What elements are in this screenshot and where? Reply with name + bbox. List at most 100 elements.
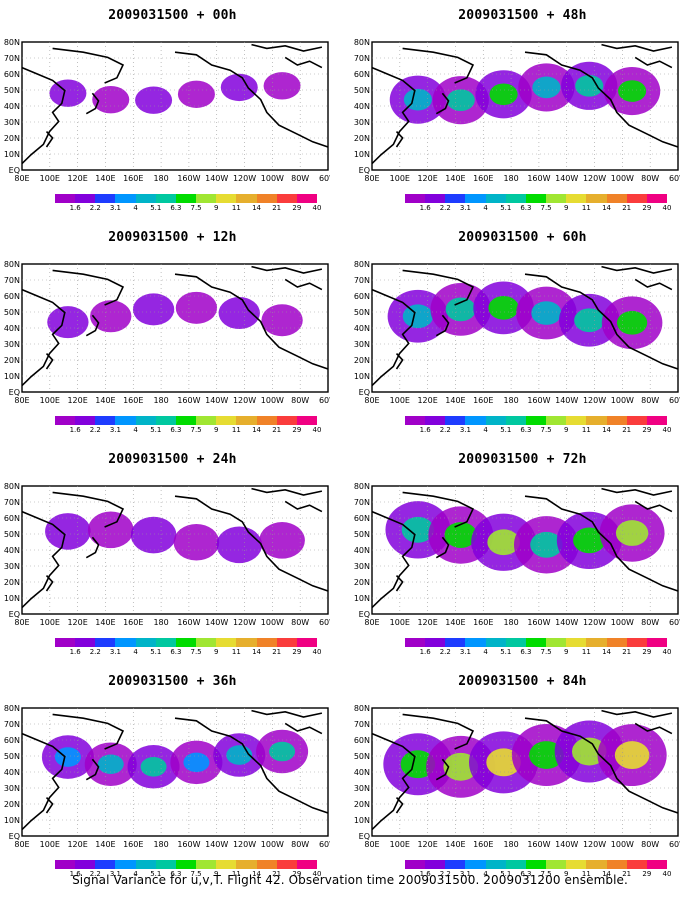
colorbar-label: 3.1 bbox=[459, 204, 472, 212]
lon-label: 160E bbox=[473, 174, 493, 183]
colorbar-label: 4 bbox=[133, 204, 138, 212]
variance-core bbox=[269, 741, 296, 762]
variance-core bbox=[614, 741, 650, 770]
colorbar-label: 11 bbox=[231, 204, 241, 212]
colorbar-swatch bbox=[75, 416, 96, 425]
colorbar-label: 9 bbox=[563, 426, 569, 434]
lon-label: 100E bbox=[390, 618, 410, 627]
colorbar-label: 3.1 bbox=[109, 426, 122, 434]
colorbar-swatch bbox=[606, 638, 627, 647]
coastline bbox=[634, 56, 673, 69]
colorbar-label: 29 bbox=[292, 426, 302, 434]
colorbar-swatch bbox=[445, 860, 466, 869]
colorbar-label: 6.3 bbox=[170, 870, 182, 878]
colorbar-label: 21 bbox=[622, 870, 632, 878]
lat-label: 40N bbox=[4, 768, 20, 777]
lon-label: 180 bbox=[153, 396, 168, 405]
colorbar-swatch bbox=[485, 860, 506, 869]
colorbar-label: 7.5 bbox=[540, 648, 552, 656]
colorbar-label: 7.5 bbox=[540, 870, 552, 878]
colorbar-swatch bbox=[256, 194, 277, 203]
lon-label: 120W bbox=[233, 396, 256, 405]
lat-label: 10N bbox=[4, 594, 20, 603]
lon-label: 80W bbox=[291, 618, 309, 627]
lat-label: 20N bbox=[354, 800, 370, 809]
lon-label: 100W bbox=[261, 396, 284, 405]
lon-label: 160E bbox=[473, 396, 493, 405]
colorbar-swatch bbox=[196, 860, 217, 869]
colorbar-swatch bbox=[465, 194, 486, 203]
colorbar-swatch bbox=[55, 194, 76, 203]
lon-label: 140E bbox=[445, 840, 465, 849]
lat-label: 20N bbox=[354, 134, 370, 143]
lat-label: 20N bbox=[4, 578, 20, 587]
lat-label: 30N bbox=[4, 118, 20, 127]
colorbar-swatch bbox=[525, 638, 547, 647]
colorbar-label: 11 bbox=[231, 648, 241, 656]
lon-label: 100W bbox=[261, 174, 284, 183]
lon-label: 100E bbox=[390, 174, 410, 183]
colorbar-swatch bbox=[175, 860, 197, 869]
lat-label: EQ bbox=[359, 832, 370, 841]
colorbar-label: 4 bbox=[483, 204, 488, 212]
colorbar-label: 4 bbox=[133, 648, 138, 656]
colorbar-swatch bbox=[606, 860, 627, 869]
lat-label: 20N bbox=[4, 356, 20, 365]
colorbar-swatch bbox=[546, 860, 567, 869]
map-panel-72h: 2009031500 + 72h 80N 70N 60N 50N 40N 30N 20N 10N… bbox=[350, 444, 695, 669]
colorbar-label: 9 bbox=[213, 870, 219, 878]
lat-label: 40N bbox=[354, 546, 370, 555]
colorbar-label: 29 bbox=[642, 648, 652, 656]
colorbar-swatch bbox=[115, 638, 136, 647]
coastline bbox=[85, 92, 100, 115]
variance-core bbox=[615, 520, 649, 546]
colorbar-swatch bbox=[505, 416, 526, 425]
map-panel-48h: 2009031500 + 48h 80N 70N 60N 50N 40N 30N 20N 10N… bbox=[350, 0, 695, 225]
colorbar-label: 7.5 bbox=[540, 426, 552, 434]
coastline bbox=[524, 717, 679, 814]
lat-label: 70N bbox=[4, 720, 20, 729]
colorbar-label: 7.5 bbox=[190, 648, 202, 656]
lat-label: 60N bbox=[354, 514, 370, 523]
colorbar-label: 11 bbox=[231, 426, 241, 434]
lon-label: 100W bbox=[611, 840, 634, 849]
map-panel-60h: 2009031500 + 60h 80N 70N 60N 50N 40N 30N 20N 10N… bbox=[350, 222, 695, 447]
lat-label: 60N bbox=[354, 70, 370, 79]
colorbar-label: 9 bbox=[563, 870, 569, 878]
lon-label: 80E bbox=[14, 174, 29, 183]
variance-core bbox=[532, 76, 561, 99]
coastline bbox=[395, 353, 404, 370]
colorbar-label: 21 bbox=[272, 648, 282, 656]
colorbar-swatch bbox=[425, 416, 446, 425]
lat-label: 30N bbox=[354, 118, 370, 127]
lon-label: 60W bbox=[669, 618, 680, 627]
coastline bbox=[284, 722, 323, 735]
lon-label: 160E bbox=[123, 174, 143, 183]
lat-label: 60N bbox=[354, 292, 370, 301]
colorbar-swatch bbox=[175, 416, 197, 425]
colorbar-label: 21 bbox=[622, 204, 632, 212]
variance-core bbox=[444, 522, 477, 548]
lon-label: 140W bbox=[555, 618, 578, 627]
lat-label: 60N bbox=[4, 514, 20, 523]
lon-label: 100E bbox=[390, 840, 410, 849]
colorbar-label: 1.6 bbox=[419, 426, 431, 434]
colorbar-swatch bbox=[586, 860, 607, 869]
colorbar-swatch bbox=[586, 416, 607, 425]
lat-label: 30N bbox=[4, 784, 20, 793]
colorbar-swatch bbox=[236, 416, 257, 425]
lat-label: 80N bbox=[354, 704, 370, 713]
colorbar-swatch bbox=[505, 638, 526, 647]
coastline bbox=[634, 722, 673, 735]
coastline bbox=[85, 758, 100, 781]
lon-label: 140E bbox=[445, 618, 465, 627]
colorbar-label: 29 bbox=[642, 870, 652, 878]
colorbar-label: 40 bbox=[312, 204, 322, 212]
panel-title: 2009031500 + 12h bbox=[108, 230, 237, 245]
panel-title: 2009031500 + 48h bbox=[458, 8, 587, 23]
lat-label: 50N bbox=[4, 530, 20, 539]
colorbar-swatch bbox=[546, 416, 567, 425]
variance-core bbox=[487, 529, 520, 556]
variance-core bbox=[530, 531, 563, 558]
